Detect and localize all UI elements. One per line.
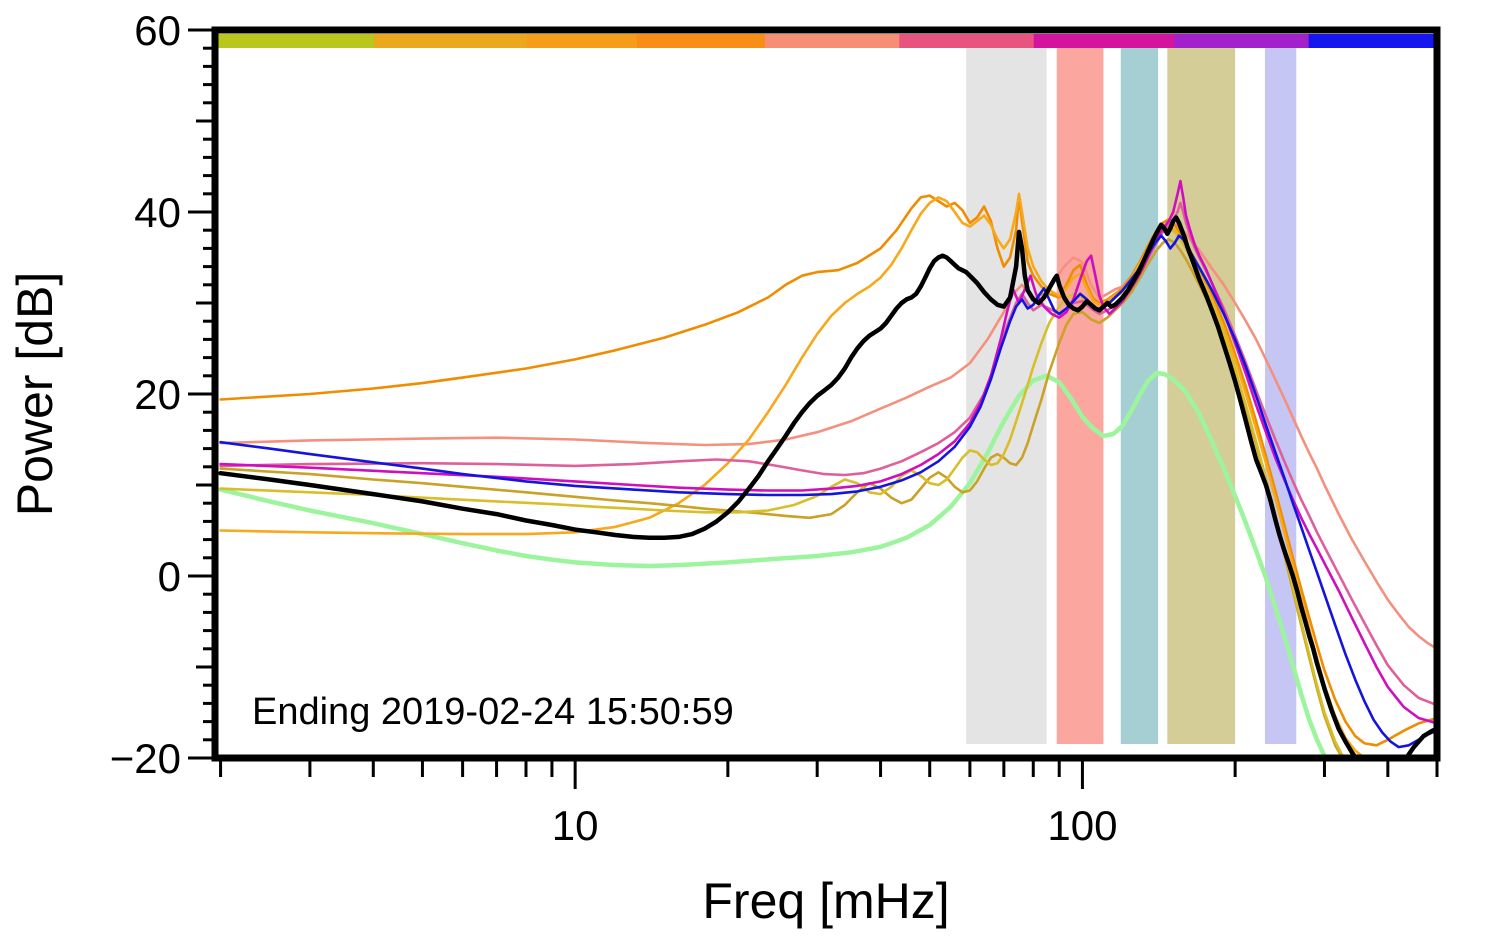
time-colorbar-segment [636, 34, 766, 48]
highlight-band [1264, 48, 1297, 744]
y-tick-label: 60 [134, 7, 181, 54]
time-colorbar-segment [1174, 34, 1310, 48]
axis-ticks-layer [188, 28, 1439, 789]
time-colorbar-segment [764, 34, 900, 48]
time-colorbar-segment [899, 34, 1035, 48]
axis-tick-labels-layer: −20 0 20 40 60 10 100 [110, 7, 1118, 849]
y-tick-label: 20 [134, 371, 181, 418]
series-line-pale-green [218, 370, 1329, 758]
y-tick-label: 40 [134, 189, 181, 236]
x-axis-title: Freq [mHz] [702, 873, 949, 929]
x-tick-label: 10 [552, 802, 599, 849]
time-colorbar [215, 34, 1438, 48]
plot-frame [211, 26, 1441, 762]
time-colorbar-segment [1033, 34, 1175, 48]
series-line-orange-a [219, 194, 1437, 747]
y-tick-label: 0 [158, 553, 181, 600]
highlight-band [1167, 48, 1236, 744]
highlight-band [1056, 48, 1104, 744]
spectra-lines-layer [218, 179, 1437, 758]
series-line-black-latest [218, 215, 1437, 758]
y-tick-label: −20 [110, 735, 181, 782]
highlight-band [966, 48, 1047, 744]
series-line-blue [219, 234, 1437, 749]
y-axis-title: Power [dB] [7, 272, 63, 517]
ending-time-annotation: Ending 2019-02-24 15:50:59 [252, 691, 734, 733]
x-tick-label: 100 [1047, 802, 1117, 849]
time-colorbar-segment [373, 34, 528, 48]
time-colorbar-segment [215, 34, 375, 48]
time-colorbar-segment [526, 34, 638, 48]
time-colorbar-segment [1308, 34, 1438, 48]
